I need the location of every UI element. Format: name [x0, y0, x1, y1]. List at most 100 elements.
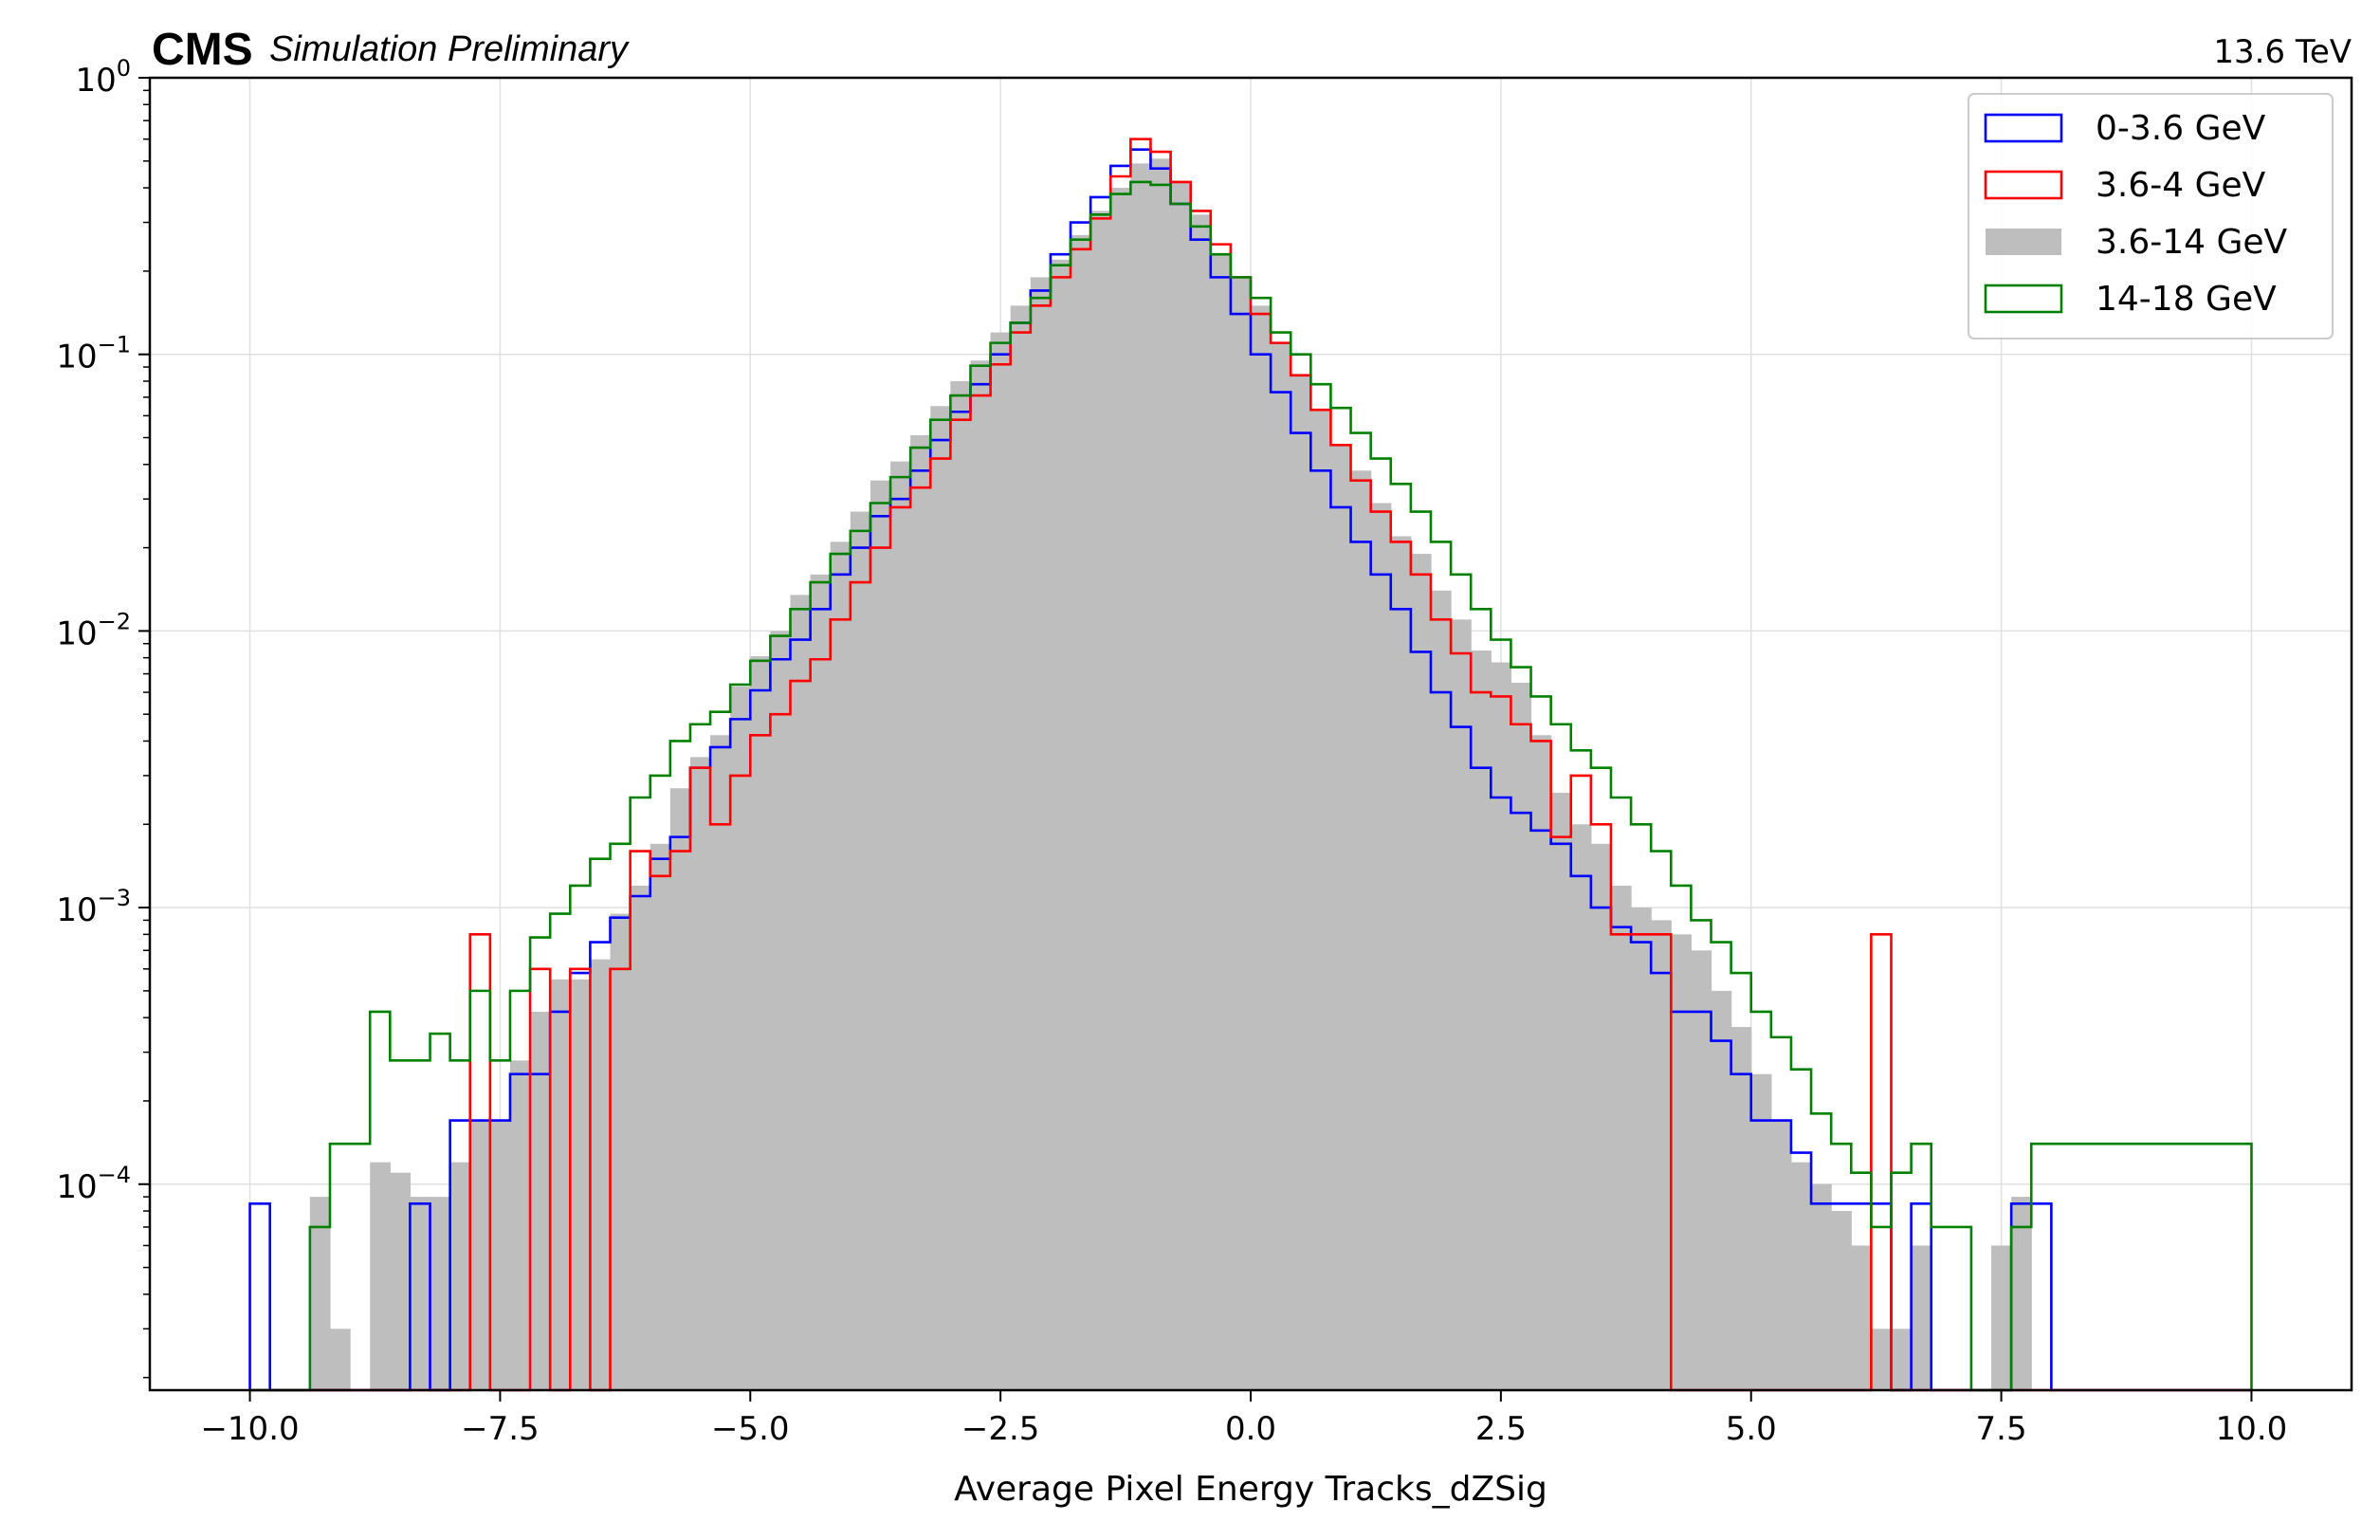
histogram-bar — [2011, 1197, 2032, 1390]
histogram-bar — [1330, 445, 1352, 1390]
simulation-preliminary-label: Simulation Preliminary — [269, 29, 630, 69]
histogram-bar — [1610, 885, 1632, 1390]
histogram-bar — [1570, 824, 1592, 1390]
histogram-bar — [1590, 843, 1612, 1390]
histogram-bar — [810, 574, 832, 1390]
histogram-bar — [890, 461, 911, 1390]
x-tick-label: −10.0 — [200, 1410, 299, 1448]
histogram-bar — [790, 595, 812, 1390]
legend-swatch — [1984, 284, 2063, 314]
y-tick-label: 10−3 — [56, 885, 131, 929]
legend-frame — [1968, 93, 2334, 339]
histogram-bar — [1770, 1120, 1792, 1390]
legend: 0-3.6 GeV 3.6-4 GeV 3.6-14 GeV 14-18 GeV — [1968, 93, 2334, 339]
x-tick-label: 2.5 — [1475, 1410, 1527, 1448]
histogram-bar — [1471, 650, 1492, 1390]
histogram-bar — [1190, 214, 1212, 1391]
histogram-bar — [1251, 305, 1272, 1390]
histogram-bar — [1030, 277, 1052, 1390]
histogram-bar — [1871, 1329, 1893, 1390]
energy-label: 13.6 TeV — [2213, 33, 2352, 71]
y-tick-label: 10−2 — [56, 608, 131, 652]
histogram-bar — [1090, 211, 1111, 1391]
histogram-bar — [730, 686, 751, 1390]
histogram-bar — [950, 380, 972, 1390]
histogram-bar — [469, 1120, 491, 1390]
histogram-bar — [1550, 793, 1572, 1390]
series-layer — [248, 138, 2253, 1392]
histogram-bar — [850, 511, 871, 1390]
histogram-bar — [830, 541, 851, 1390]
histogram-bar — [910, 434, 931, 1390]
histogram-bar — [750, 656, 771, 1390]
histogram-bar — [1811, 1183, 1832, 1390]
histogram-bar — [669, 788, 691, 1390]
histogram-bar — [1291, 374, 1311, 1390]
histogram-bar — [1730, 1027, 1752, 1390]
legend-swatch — [1984, 113, 2063, 143]
histogram-bar — [990, 332, 1012, 1390]
histogram-bar — [1110, 188, 1131, 1390]
histogram-bar — [1491, 662, 1512, 1390]
cms-label: CMS — [152, 25, 253, 75]
histogram-bar — [1350, 470, 1372, 1390]
histogram-bar — [970, 360, 992, 1390]
histogram-bar — [1390, 536, 1412, 1390]
histogram-bar — [1530, 735, 1552, 1390]
histogram-bar — [689, 757, 711, 1390]
histogram-bar — [1750, 1073, 1772, 1390]
histogram-bar — [770, 631, 792, 1390]
y-tick-label: 10−1 — [56, 332, 131, 376]
histogram-bar — [1271, 342, 1291, 1390]
histogram-bar — [1050, 259, 1071, 1390]
histogram-bar — [329, 1329, 351, 1390]
histogram-bar — [590, 959, 612, 1390]
histogram-bar — [610, 913, 632, 1390]
histogram-bar — [1130, 163, 1152, 1390]
x-axis-label: Average Pixel Energy Tracks_dZSig — [954, 1470, 1547, 1509]
histogram-bar — [1631, 908, 1652, 1390]
y-tick-label: 100 — [75, 55, 131, 100]
histogram-step-0-3.6 GeV — [248, 148, 2252, 1392]
histogram-bar — [1510, 682, 1532, 1390]
legend-label: 0-3.6 GeV — [2096, 109, 2266, 148]
histogram-bar — [1410, 554, 1432, 1390]
histogram-bar — [710, 735, 731, 1390]
histogram-step-14-18 GeV — [249, 180, 2253, 1392]
histogram-bar — [1010, 305, 1032, 1390]
y-tick-label: 10−4 — [56, 1162, 131, 1206]
x-tick-label: −2.5 — [961, 1410, 1040, 1448]
histogram-bar — [1451, 619, 1472, 1390]
histogram-bar — [1831, 1211, 1852, 1390]
legend-swatch — [1984, 170, 2063, 200]
histogram-bar — [410, 1197, 431, 1390]
histogram-bar — [1711, 990, 1732, 1390]
histogram-bar — [550, 979, 571, 1390]
legend-label: 3.6-4 GeV — [2096, 166, 2266, 205]
legend-label: 14-18 GeV — [2096, 280, 2277, 319]
x-tick-label: 10.0 — [2216, 1410, 2288, 1448]
histogram-bar — [1790, 1162, 1812, 1390]
histogram-bar — [1210, 254, 1232, 1391]
x-tick-label: 5.0 — [1726, 1410, 1777, 1448]
histogram-bar — [650, 843, 671, 1390]
histogram-bar — [1150, 158, 1172, 1390]
histogram-bar — [1691, 950, 1712, 1390]
histogram-bar — [1891, 1329, 1913, 1390]
x-tick-label: −5.0 — [711, 1410, 790, 1448]
histogram-bar — [1370, 503, 1392, 1390]
histogram-bar — [1071, 234, 1091, 1391]
histogram-bar — [449, 1162, 471, 1390]
histogram-bar — [930, 406, 951, 1390]
histogram-bar — [1651, 920, 1672, 1390]
histogram-bar — [309, 1197, 331, 1390]
histogram-bar — [489, 1120, 511, 1390]
histogram-bar — [509, 1060, 531, 1390]
histogram-bar — [570, 979, 591, 1390]
x-tick-label: −7.5 — [461, 1410, 540, 1448]
legend-swatch — [1986, 229, 2061, 255]
histogram-bar — [530, 1011, 551, 1390]
axis-ticks: −10.0 −7.5 −5.0 −2.5 0.0 2.5 5.0 7.5 10.0 100 10−1… — [56, 55, 2287, 1448]
histogram-bar — [1430, 590, 1452, 1390]
